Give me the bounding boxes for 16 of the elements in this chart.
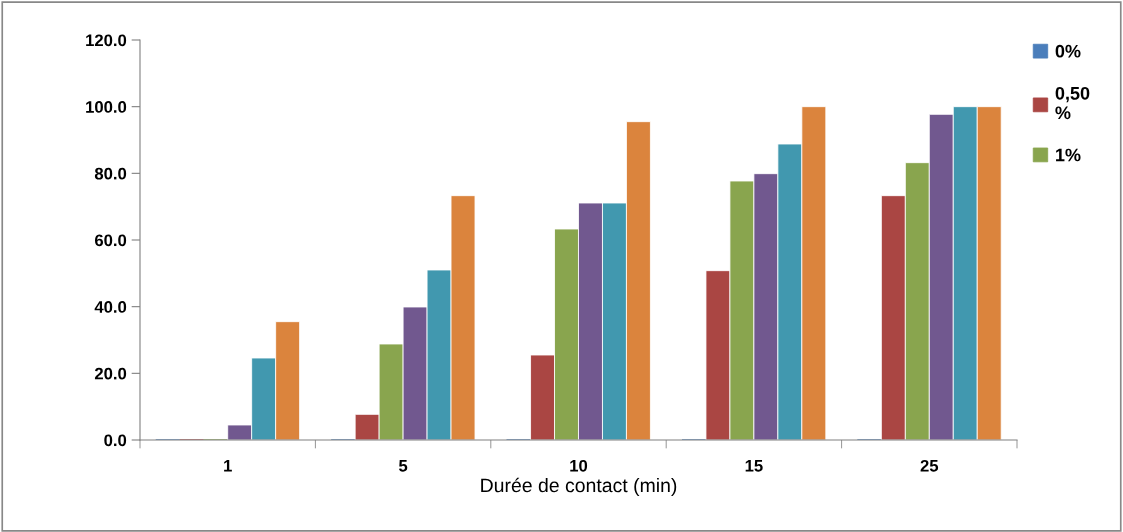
legend-label: 1%: [1056, 148, 1081, 162]
y-tick-label: 100.0: [86, 101, 127, 113]
y-tick-label: 80.0: [94, 167, 127, 180]
y-tick-label: 120.0: [86, 34, 127, 47]
y-tick-label: 0.0: [104, 434, 127, 447]
y-tick-label: 60.0: [94, 234, 127, 247]
x-tick-label: 1: [224, 460, 232, 472]
x-tick-label: 5: [398, 460, 408, 472]
x-tick-label: 15: [745, 460, 763, 472]
x-tick-label: 10: [570, 459, 588, 472]
x-axis-title: Durée de contact (min): [481, 477, 677, 497]
x-tick-label: 25: [920, 459, 939, 472]
legend-label: 0%: [1055, 44, 1081, 58]
legend-label: 0,50 %: [1055, 86, 1090, 120]
y-tick-label: 20.0: [94, 367, 127, 380]
y-tick-label: 40.0: [94, 301, 127, 313]
